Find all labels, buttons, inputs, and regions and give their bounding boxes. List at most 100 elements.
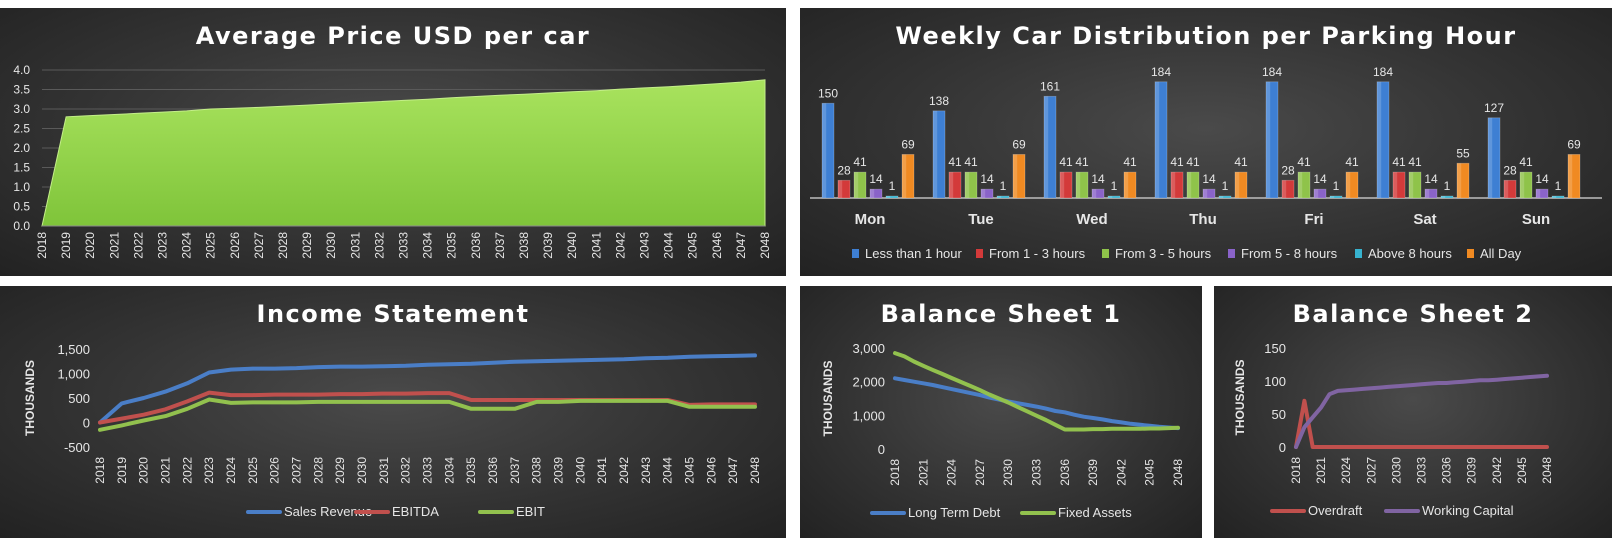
bar-highlight	[1457, 163, 1462, 198]
series-line	[1294, 373, 1549, 449]
bar	[964, 171, 978, 199]
bar-highlight	[949, 172, 954, 198]
legend-swatch	[852, 249, 859, 258]
x-tick-label: 2031	[377, 457, 391, 484]
bar-highlight	[1393, 172, 1398, 198]
y-axis-label: THOUSANDS	[821, 360, 835, 436]
x-tick-label: 2021	[916, 459, 930, 486]
bar	[1313, 188, 1327, 199]
bar-highlight	[822, 103, 827, 198]
x-tick-label: 2045	[683, 457, 697, 484]
x-tick-label: 2019	[59, 232, 73, 259]
data-label: 28	[1503, 163, 1517, 177]
category-label: Sat	[1413, 211, 1436, 228]
bar	[1043, 95, 1057, 199]
bar-highlight	[1377, 81, 1382, 198]
series-line	[98, 390, 757, 425]
bar-highlight	[1330, 196, 1335, 198]
category-label: Sun	[1522, 211, 1550, 228]
bar-highlight	[1171, 172, 1176, 198]
x-tick-label: 2048	[1540, 457, 1554, 484]
x-tick-label: 2043	[638, 232, 652, 259]
legend-label: All Day	[1480, 246, 1522, 261]
data-label: 14	[869, 172, 883, 186]
x-tick-label: 2028	[311, 457, 325, 484]
series-line	[98, 353, 757, 425]
bar	[1154, 81, 1168, 199]
data-label: 127	[1484, 101, 1504, 115]
x-tick-label: 2034	[442, 457, 456, 484]
bar	[932, 110, 946, 199]
x-tick-label: 2047	[734, 232, 748, 259]
y-tick-label: 100	[1264, 374, 1286, 389]
y-tick-label: 2.0	[13, 141, 30, 155]
category-label: Tue	[968, 211, 994, 228]
bar-highlight	[1219, 196, 1224, 198]
x-tick-label: 2039	[1086, 459, 1100, 486]
x-tick-label: 2027	[252, 232, 266, 259]
data-label: 1	[1333, 179, 1340, 193]
bar	[1202, 188, 1216, 199]
x-tick-label: 2035	[464, 457, 478, 484]
bs1-title: Balance Sheet 1	[880, 300, 1122, 328]
data-label: 41	[1170, 155, 1184, 169]
data-label: 41	[964, 155, 978, 169]
bar-highlight	[1298, 172, 1303, 198]
bar	[821, 102, 835, 199]
avg-price-title: Average Price USD per car	[195, 22, 591, 50]
price-area	[41, 79, 766, 227]
bar-highlight	[1409, 172, 1414, 198]
data-label: 1	[889, 179, 896, 193]
x-tick-label: 2032	[372, 232, 386, 259]
series-line	[893, 351, 1180, 432]
data-label: 184	[1373, 65, 1393, 79]
data-label: 41	[1123, 155, 1137, 169]
bar-highlight	[1552, 196, 1557, 198]
data-label: 41	[853, 155, 867, 169]
x-tick-label: 2019	[115, 457, 129, 484]
bar	[1329, 195, 1343, 199]
data-label: 14	[1535, 172, 1549, 186]
legend-label: EBITDA	[392, 504, 439, 519]
y-tick-label: 1.0	[13, 180, 30, 194]
x-tick-label: 2021	[107, 232, 121, 259]
y-tick-label: 1,000	[57, 367, 90, 382]
x-tick-label: 2036	[1058, 459, 1072, 486]
x-tick-label: 2033	[397, 232, 411, 259]
x-tick-label: 2027	[290, 457, 304, 484]
legend-label: From 5 - 8 hours	[1241, 246, 1338, 261]
bar-highlight	[854, 172, 859, 198]
x-tick-label: 2022	[131, 232, 145, 259]
x-tick-label: 2029	[333, 457, 347, 484]
bar-highlight	[1568, 154, 1573, 198]
bar-highlight	[902, 154, 907, 198]
x-tick-label: 2030	[355, 457, 369, 484]
bar	[948, 171, 962, 199]
bs1-chart: 0 1,000 2,000 3,000 THOUSANDS 2018 2021 2024 202…	[821, 341, 1185, 520]
series-line	[893, 376, 1180, 431]
bs2-panel: Balance Sheet 2 0 50 100 150 THOUSANDS 2018 20…	[1214, 286, 1612, 538]
bar	[1123, 171, 1137, 199]
income-title: Income Statement	[256, 300, 530, 328]
data-label: 41	[1297, 155, 1311, 169]
legend-label: Fixed Assets	[1058, 505, 1132, 520]
data-label: 1	[1000, 179, 1007, 193]
bar	[869, 188, 883, 199]
bar-highlight	[965, 172, 970, 198]
legend-swatch	[976, 249, 983, 258]
x-tick-label: 2041	[595, 457, 609, 484]
data-label: 41	[1519, 155, 1533, 169]
data-label: 69	[1012, 137, 1026, 151]
x-tick-label: 2024	[224, 457, 238, 484]
bar	[996, 195, 1010, 199]
data-label: 55	[1456, 146, 1470, 160]
x-tick-label: 2033	[1415, 457, 1429, 484]
bs2-chart: 0 50 100 150 THOUSANDS 2018 2021 2024 2027 2030 20…	[1233, 341, 1554, 518]
x-tick-label: 2033	[421, 457, 435, 484]
bs2-title: Balance Sheet 2	[1292, 300, 1534, 328]
bar	[853, 171, 867, 199]
x-tick-label: 2018	[35, 232, 49, 259]
bar	[837, 179, 851, 199]
bar-highlight	[1060, 172, 1065, 198]
bar	[885, 195, 899, 199]
